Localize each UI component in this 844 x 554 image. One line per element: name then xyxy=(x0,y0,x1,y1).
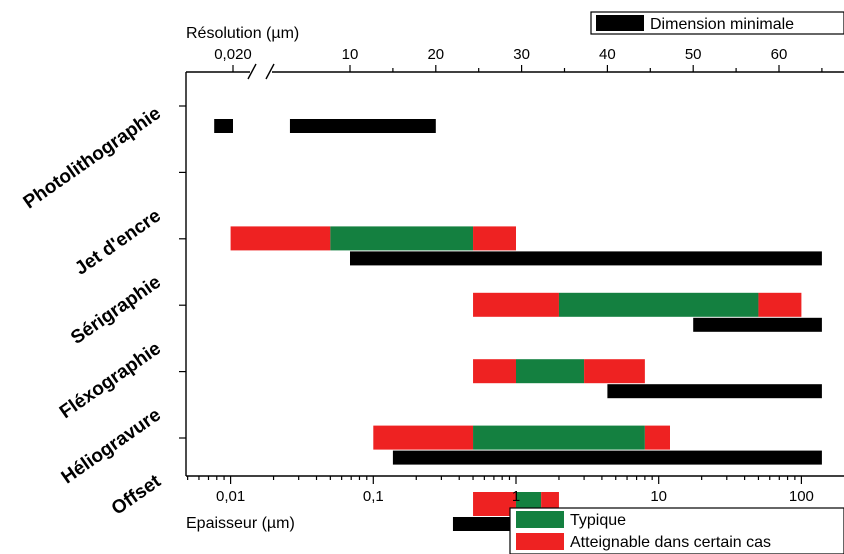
legend-box-top xyxy=(590,11,844,35)
bottom-axis: 0,01 0,1 1 10 100 xyxy=(187,476,814,505)
bottom-tick-label: 0,01 xyxy=(216,488,245,505)
thickness-bar-reachable xyxy=(473,359,516,384)
legend-box-bottom xyxy=(509,507,844,554)
thickness-bar-typical xyxy=(558,292,759,317)
resolution-bar xyxy=(214,119,233,133)
resolution-bar xyxy=(289,119,436,133)
category-label: Photolithographie xyxy=(20,103,165,213)
legend-swatch-minimal xyxy=(596,15,644,31)
category-label: Jet d'encre xyxy=(71,205,165,279)
top-tick-label: 20 xyxy=(427,46,444,63)
plot-frame xyxy=(179,63,844,477)
resolution-bar xyxy=(693,317,822,332)
bottom-axis-title: Epaisseur (µm) xyxy=(186,515,295,532)
bottom-tick-label: 10 xyxy=(650,488,667,505)
thickness-bar-reachable xyxy=(230,226,331,251)
legend-label-reachable: Atteignable dans certain cas xyxy=(570,534,771,551)
thickness-bar-typical xyxy=(473,425,645,450)
legend-swatch-typical xyxy=(516,511,564,528)
thickness-bar-reachable xyxy=(758,292,802,317)
thickness-bar-reachable xyxy=(644,425,670,450)
top-tick-label: 10 xyxy=(342,46,359,63)
bars-layer xyxy=(214,119,822,531)
top-tick-label: 60 xyxy=(771,46,788,63)
top-tick-label: 0,020 xyxy=(214,46,252,63)
legend-label-typical: Typique xyxy=(570,512,626,529)
bottom-tick-label: 0,1 xyxy=(363,488,384,505)
top-tick-label: 30 xyxy=(513,46,530,63)
thickness-bar-typical xyxy=(516,359,585,384)
top-axis: 0,020 10 20 30 40 50 60 xyxy=(214,46,823,72)
thickness-bar-reachable xyxy=(473,292,559,317)
legend-swatch-reachable xyxy=(516,533,564,550)
top-axis-title: Résolution (µm) xyxy=(186,25,299,42)
resolution-bar xyxy=(350,251,822,266)
resolution-bar xyxy=(392,450,822,465)
bottom-tick-label: 100 xyxy=(789,488,814,505)
thickness-bar-reachable xyxy=(373,425,474,450)
legend: Dimension minimale Typique Atteignable dan… xyxy=(509,11,844,554)
bottom-tick-label: 1 xyxy=(512,488,520,505)
legend-label-minimal: Dimension minimale xyxy=(650,16,794,33)
top-tick-label: 40 xyxy=(599,46,616,63)
axis-break-mark xyxy=(247,63,257,80)
thickness-bar-reachable xyxy=(584,359,645,384)
thickness-bar-typical xyxy=(330,226,474,251)
thickness-bar-reachable xyxy=(473,226,516,251)
category-label: Offset xyxy=(108,471,166,520)
thickness-bar-reachable xyxy=(473,492,516,516)
category-label: Sérigraphie xyxy=(67,272,165,349)
resolution-bar xyxy=(607,384,822,399)
top-tick-label: 50 xyxy=(685,46,702,63)
axis-break-mark xyxy=(265,63,275,80)
